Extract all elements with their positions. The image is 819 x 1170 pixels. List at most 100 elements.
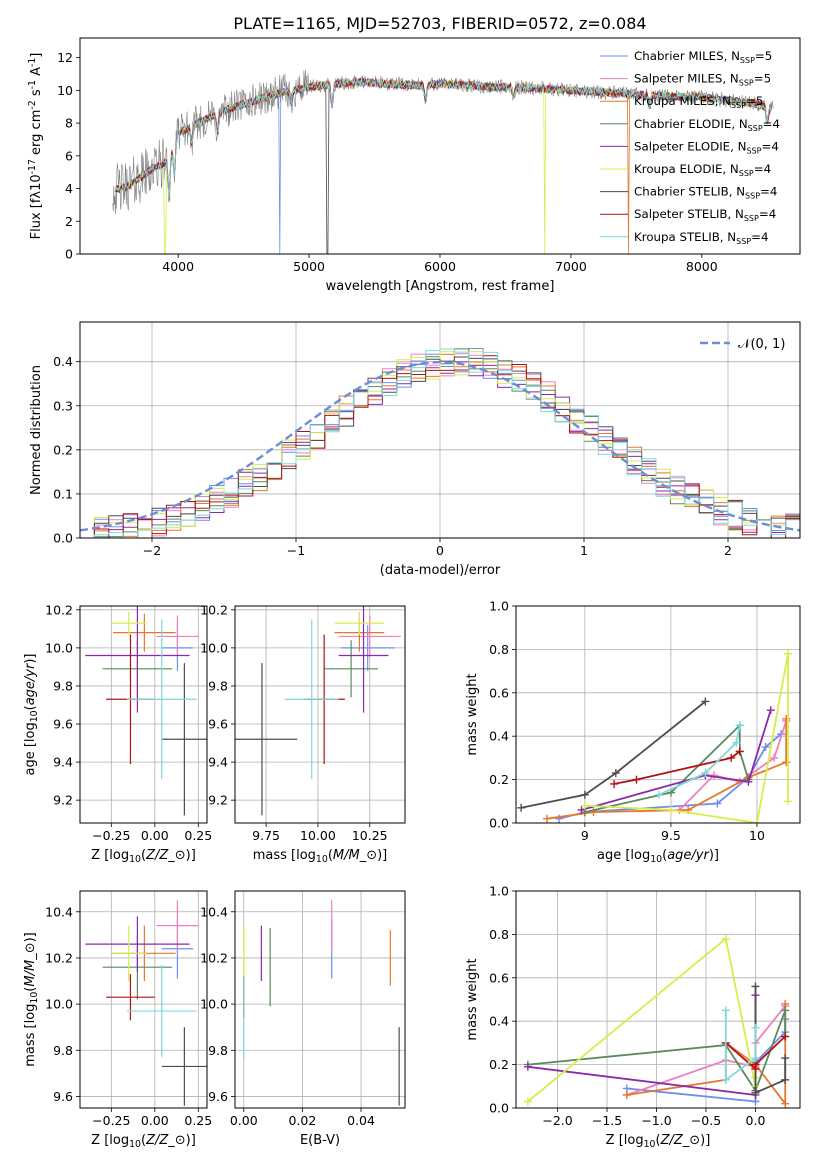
x-tick-label: 7000 <box>555 259 587 274</box>
y-tick-label: 10.2 <box>45 950 73 965</box>
y-tick-label: 9.4 <box>208 755 228 770</box>
y-tick-label: 9.8 <box>208 1043 228 1058</box>
plot-area <box>517 649 792 823</box>
extinction-vs-mass-panel: 0.00 0.02 0.04 9.6 9.8 10.0 10.2 10.4 E(B-V) <box>200 890 406 1148</box>
weight-marker <box>783 649 792 658</box>
legend-entry: Kroupa MILES, NSSP=5 <box>634 94 763 110</box>
weight-marker <box>783 797 792 806</box>
metallicity-vs-mass-panel: −0.25 0.00 0.25 9.6 9.8 10.0 10.2 10.4 Z [log10​… <box>23 890 212 1150</box>
plot-area <box>85 606 207 816</box>
axes-frame <box>79 890 208 1109</box>
weight-marker <box>721 1006 730 1015</box>
y-tick-label: 1.0 <box>489 599 509 614</box>
legend-entry: Chabrier MILES, NSSP=5 <box>634 49 772 65</box>
y-tick-label: 10.2 <box>45 602 73 617</box>
legend-entry: Salpeter STELIB, NSSP=4 <box>634 207 776 223</box>
legend-entry: Kroupa STELIB, NSSP=4 <box>634 230 768 246</box>
weight-marker <box>751 982 760 991</box>
weight-marker <box>781 1054 790 1063</box>
x-tick-label: 0.25 <box>184 1113 212 1128</box>
errorbar-point <box>126 619 197 780</box>
errorbar-point <box>113 613 176 652</box>
weight-marker <box>701 697 710 706</box>
y-tick-label: 9.4 <box>53 755 73 770</box>
weight-marker <box>523 1062 532 1071</box>
y-tick-label: 0.4 <box>489 1014 509 1029</box>
weight-marker <box>580 790 589 799</box>
residual-histogram-step <box>80 348 800 538</box>
y-tick-label: 0.0 <box>53 531 73 546</box>
weight-marker <box>611 769 620 778</box>
errorbar-point <box>235 663 298 816</box>
residual-histogram-step <box>80 356 800 538</box>
spectrum-legend: Chabrier MILES, NSSP=5 Salpeter MILES, NS… <box>600 49 780 246</box>
mass-vs-age-panel: 9.75 10.00 10.25 9.2 9.4 9.6 9.8 10.0 10.2 mass [… <box>200 602 406 865</box>
y-tick-label: 6 <box>65 148 73 163</box>
y-tick-label: 8 <box>65 116 73 131</box>
y-tick-label: 0.2 <box>489 1057 509 1072</box>
residual-histogram-step <box>80 355 800 538</box>
errorbar-point <box>126 964 197 1058</box>
y-tick-label: 10.0 <box>200 640 228 655</box>
y-tick-label: 0.0 <box>489 816 509 831</box>
x-axis-label: age [log10​(age/yr)] <box>597 848 719 865</box>
y-tick-label: 0.8 <box>489 927 509 942</box>
x-tick-label: 9.5 <box>661 828 681 843</box>
y-axis-label: age [log10​(age/yr)] <box>23 653 40 775</box>
errorbar-point <box>156 615 199 658</box>
y-axis-label: mass weight <box>465 673 480 755</box>
weight-marker <box>721 1075 730 1084</box>
y-tick-label: 10.4 <box>45 904 73 919</box>
y-tick-label: 0.3 <box>53 398 73 413</box>
weight-marker <box>632 775 641 784</box>
x-tick-label: −2.0 <box>542 1113 572 1128</box>
x-tick-label: 0.25 <box>184 828 212 843</box>
x-tick-label: 0.0 <box>746 1113 766 1128</box>
errorbar-point <box>106 974 155 1021</box>
weight-marker <box>761 743 770 752</box>
y-tick-label: 0.6 <box>489 970 509 985</box>
weight-marker <box>666 805 675 814</box>
y-tick-label: 9.6 <box>208 1089 228 1104</box>
residual-histogram-step <box>80 351 800 538</box>
weight-marker <box>622 1090 631 1099</box>
weight-marker <box>781 1075 790 1084</box>
errorbar-point <box>284 619 339 780</box>
residual-histogram-panel: −2 −1 0 1 2 0.0 0.1 0.2 0.3 0.4 (data-model)/error… <box>29 321 801 578</box>
y-axis-label: mass [log10​(M/M_⊙)] <box>23 932 40 1067</box>
errorbar-point <box>338 606 389 713</box>
weight-marker <box>744 777 753 786</box>
weight-marker <box>542 814 551 823</box>
y-axis-label: mass weight <box>465 958 480 1040</box>
y-axis-label: Flux [fλ10-17​ erg cm-2​ s-1​ A-1​] <box>27 53 44 240</box>
errorbar-point <box>111 611 147 635</box>
y-tick-label: 0.6 <box>489 685 509 700</box>
y-tick-label: 10 <box>57 83 73 98</box>
age-vs-mass-weight-panel: 9 9.5 10 0.0 0.2 0.4 0.6 0.8 1.0 age [log10​(age/… <box>465 599 801 865</box>
legend-entry: Kroupa ELODIE, NSSP=4 <box>634 162 771 178</box>
plot-area <box>80 348 800 538</box>
plot-area <box>112 69 774 254</box>
y-tick-label: 9.6 <box>208 717 228 732</box>
weight-marker <box>770 753 779 762</box>
axes-frame <box>79 605 208 824</box>
y-tick-label: 4 <box>65 181 73 196</box>
errorbar-point <box>340 625 395 671</box>
errorbar-point <box>156 900 199 952</box>
weight-marker <box>577 805 586 814</box>
y-tick-label: 0.2 <box>489 772 509 787</box>
metallicity-vs-mass-weight-panel: −2.0 −1.5 −1.0 −0.5 0.0 0.0 0.2 0.4 0.6 0.8 1.0 Z [… <box>465 884 801 1150</box>
y-tick-label: 9.8 <box>208 678 228 693</box>
x-tick-label: −0.5 <box>691 1113 721 1128</box>
x-tick-label: −0.25 <box>92 828 130 843</box>
weight-marker <box>735 721 744 730</box>
x-tick-label: 0 <box>436 543 444 558</box>
errorbar-point <box>85 606 190 713</box>
weight-series-line <box>527 937 757 1103</box>
x-tick-label: −2 <box>143 543 161 558</box>
weight-series-line <box>613 750 741 785</box>
weight-series-line <box>584 653 789 823</box>
x-axis-label: (data-model)/error <box>380 563 501 578</box>
figure-title: PLATE=1165, MJD=52703, FIBERID=0572, z=0… <box>233 14 646 33</box>
